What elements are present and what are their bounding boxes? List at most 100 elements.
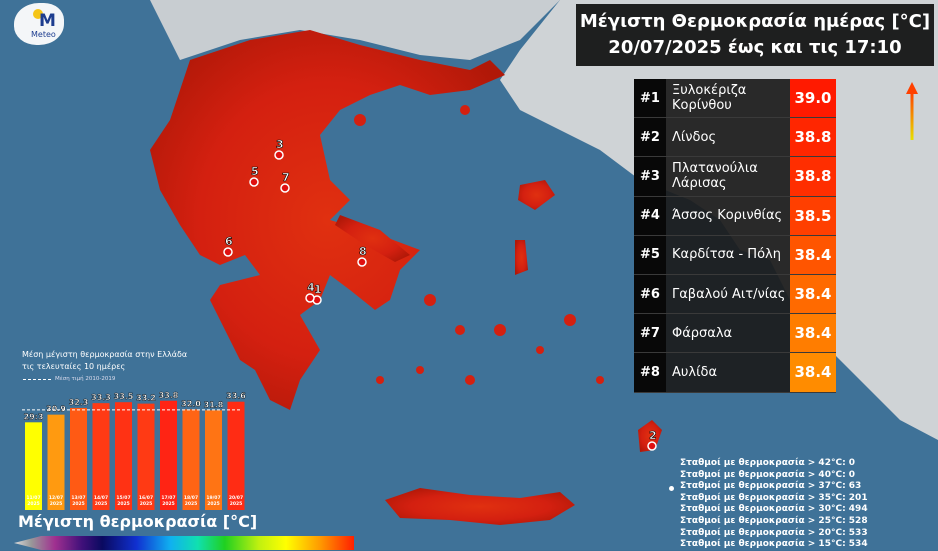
station-name: Καρδίτσα - Πόλη (666, 235, 790, 274)
station-name: Λίνδος (666, 118, 790, 157)
bar (92, 403, 110, 510)
station-value: 38.8 (790, 118, 836, 157)
islands (354, 105, 604, 385)
bar (182, 409, 200, 510)
title-line-2: 20/07/2025 έως και τις 17:10 (608, 37, 902, 58)
x-tick-label: 19/07 (206, 495, 220, 501)
marker-label: 4 (307, 281, 315, 294)
rank-number: #2 (634, 118, 666, 157)
x-tick-label: 16/07 (139, 495, 153, 501)
station-marker[interactable] (280, 183, 290, 193)
stat-line: Σταθμοί με θερμοκρασία > 37°C: 63 (680, 481, 862, 492)
station-marker[interactable] (305, 293, 315, 303)
station-value: 38.4 (790, 353, 836, 392)
sun-icon (33, 9, 43, 19)
bullet-icon (669, 486, 674, 491)
dashed-line-swatch (23, 378, 51, 380)
x-tick-label: 2025 (117, 501, 130, 507)
station-value: 38.5 (790, 196, 836, 235)
chart-title-line-2: τις τελευταίες 10 ημέρες (22, 362, 126, 371)
station-stats: Σταθμοί με θερμοκρασία > 42°C: 0 Σταθμοί … (669, 458, 868, 551)
bar (47, 414, 65, 510)
stat-line: Σταθμοί με θερμοκρασία > 30°C: 494 (680, 504, 868, 515)
x-tick-label: 2025 (185, 501, 198, 507)
stat-line: Σταθμοί με θερμοκρασία > 15°C: 534 (680, 539, 868, 550)
station-name: Αυλίδα (666, 353, 790, 392)
bar (137, 403, 155, 510)
ranking-row: #8 Αυλίδα 38.4 (634, 353, 836, 393)
bar-value-label: 32.3 (69, 398, 89, 407)
title-line-1: Μέγιστη Θερμοκρασία ημέρας [°C] (579, 11, 931, 32)
bar (227, 401, 245, 510)
ranking-row: #6 Γαβαλού Αιτ/νίας 38.4 (634, 274, 836, 315)
bar (160, 400, 177, 510)
bar-chart: 29:311/07202530.912/07202532.313/0720253… (22, 391, 246, 510)
evia (335, 215, 410, 262)
stat-line: Σταθμοί με θερμοκρασία > 25°C: 528 (680, 515, 868, 526)
marker-label: 3 (276, 138, 284, 151)
marker-label: 2 (649, 429, 657, 442)
ranking-row: #5 Καρδίτσα - Πόλη 38.4 (634, 235, 836, 275)
chart-title-line-1: Μέση μέγιστη θερμοκρασία στην Ελλάδα (22, 350, 188, 359)
x-tick-label: 18/07 (184, 495, 198, 501)
bar-value-label: 33.6 (226, 392, 246, 401)
chios (515, 240, 528, 275)
station-name: Άσσος Κορινθίας (666, 196, 790, 235)
greece-mainland (150, 30, 505, 410)
ranking-row: #7 Φάρσαλα 38.4 (634, 314, 836, 354)
bar-value-label: 31.8 (204, 400, 224, 409)
stat-line: Σταθμοί με θερμοκρασία > 35°C: 201 (680, 492, 868, 503)
rank-number: #1 (634, 79, 666, 118)
x-tick-label: 15/07 (116, 495, 130, 501)
station-value: 38.4 (790, 274, 836, 314)
lesvos (518, 180, 555, 210)
station-marker[interactable] (249, 177, 259, 187)
x-tick-label: 20/07 (229, 495, 243, 501)
x-tick-label: 17/07 (161, 495, 175, 501)
chart-title: Μέση μέγιστη θερμοκρασία στην Ελλάδα τις… (22, 349, 187, 373)
ranking-row: #2 Λίνδος 38.8 (634, 118, 836, 158)
x-tick-label: 2025 (27, 501, 40, 507)
bar-value-label: 33.5 (114, 392, 134, 401)
station-value: 38.8 (790, 157, 836, 196)
x-tick-label: 13/07 (71, 495, 85, 501)
x-tick-label: 2025 (140, 501, 153, 507)
stat-line: Σταθμοί με θερμοκρασία > 40°C: 0 (680, 469, 856, 480)
map-title: Μέγιστη Θερμοκρασία ημέρας [°C] 20/07/20… (576, 4, 934, 66)
bar-value-label: 33.8 (159, 391, 179, 400)
bar (115, 402, 132, 510)
station-name: Γαβαλού Αιτ/νίας (666, 274, 790, 314)
station-marker[interactable] (647, 441, 657, 451)
ranking-table: #1 Ξυλοκέριζα Κορίνθου 39.0 #2 Λίνδος 38.8 #3 Π… (634, 79, 836, 393)
station-marker[interactable] (223, 247, 233, 257)
rank-number: #8 (634, 353, 666, 392)
rank-number: #6 (634, 274, 666, 314)
ranking-row: #1 Ξυλοκέριζα Κορίνθου 39.0 (634, 79, 836, 119)
station-name: Φάρσαλα (666, 314, 790, 353)
bar (70, 407, 87, 510)
bar (25, 422, 42, 510)
ranking-row: #3 Πλατανούλια Λάρισας 38.8 (634, 157, 836, 197)
stat-line: Σταθμοί με θερμοκρασία > 42°C: 0 (680, 458, 856, 468)
marker-label: 7 (282, 171, 290, 184)
arrow-up-icon (906, 82, 918, 140)
stat-line: Σταθμοί με θερμοκρασία > 20°C: 533 (680, 527, 868, 538)
x-tick-label: 2025 (50, 501, 63, 507)
x-tick-label: 2025 (162, 501, 175, 507)
bar-value-label: 32.0 (181, 399, 201, 408)
bar-value-label: 29:3 (24, 412, 44, 421)
crete (385, 488, 575, 525)
balkans-landmass (150, 0, 560, 60)
bar-value-label: 30.9 (46, 405, 66, 414)
logo-m: M (39, 11, 56, 31)
station-value: 38.4 (790, 235, 836, 274)
marker-label: 1 (314, 283, 322, 296)
x-tick-label: 2025 (95, 501, 108, 507)
x-tick-label: 2025 (230, 501, 243, 507)
rank-number: #7 (634, 314, 666, 353)
colorbar (14, 536, 354, 550)
marker-label: 8 (359, 245, 367, 258)
station-marker[interactable] (357, 257, 367, 267)
colorbar-label: Μέγιστη θερμοκρασία [°C] (18, 512, 258, 531)
station-marker[interactable] (274, 150, 284, 160)
